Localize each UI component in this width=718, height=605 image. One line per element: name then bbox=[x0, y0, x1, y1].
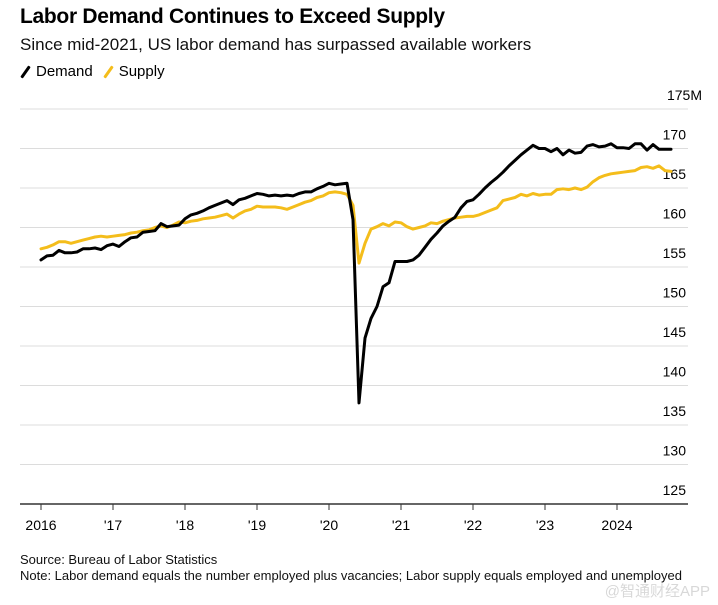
x-tick-label: '23 bbox=[536, 517, 554, 533]
y-tick-label: 130 bbox=[663, 443, 687, 459]
x-axis: 2016 '17 '18 '19 '20 '21 '22 '23 2024 bbox=[20, 503, 688, 533]
y-tick-label: 125 bbox=[663, 482, 687, 498]
footnotes: Source: Bureau of Labor Statistics Note:… bbox=[20, 552, 690, 584]
y-tick-label: 145 bbox=[663, 324, 687, 340]
y-tick-label: 170 bbox=[663, 127, 687, 143]
y-tick-label: 160 bbox=[663, 206, 687, 222]
chart-title: Labor Demand Continues to Exceed Supply bbox=[20, 5, 445, 28]
x-tick-label: '21 bbox=[392, 517, 410, 533]
x-tick-label: '19 bbox=[248, 517, 266, 533]
series-line-supply bbox=[39, 164, 673, 265]
legend-item-supply: Supply bbox=[102, 63, 165, 80]
y-tick-label: 165 bbox=[663, 166, 687, 182]
y-tick-label: 140 bbox=[663, 364, 687, 380]
x-tick-label: '22 bbox=[464, 517, 482, 533]
source-note: Source: Bureau of Labor Statistics bbox=[20, 552, 218, 567]
y-tick-label: 150 bbox=[663, 285, 687, 301]
watermark: @智通财经APP bbox=[604, 583, 710, 600]
chart-subtitle: Since mid-2021, US labor demand has surp… bbox=[20, 35, 532, 54]
x-tick-label: '17 bbox=[104, 517, 122, 533]
legend-item-demand: Demand bbox=[20, 63, 93, 80]
series-line-demand bbox=[39, 142, 673, 405]
y-tick-label: 155 bbox=[663, 245, 687, 261]
x-tick-label: '18 bbox=[176, 517, 194, 533]
y-tick-label: 135 bbox=[663, 403, 687, 419]
x-tick-label: 2016 bbox=[25, 517, 56, 533]
y-tick-label: 175M bbox=[667, 87, 702, 103]
legend-label-demand: Demand bbox=[36, 63, 93, 80]
x-tick-label: 2024 bbox=[601, 517, 632, 533]
x-tick-label: '20 bbox=[320, 517, 338, 533]
legend: Demand Supply bbox=[20, 63, 175, 80]
definition-note: Note: Labor demand equals the number emp… bbox=[20, 568, 682, 583]
legend-label-supply: Supply bbox=[118, 63, 165, 80]
series-lines bbox=[39, 142, 673, 405]
